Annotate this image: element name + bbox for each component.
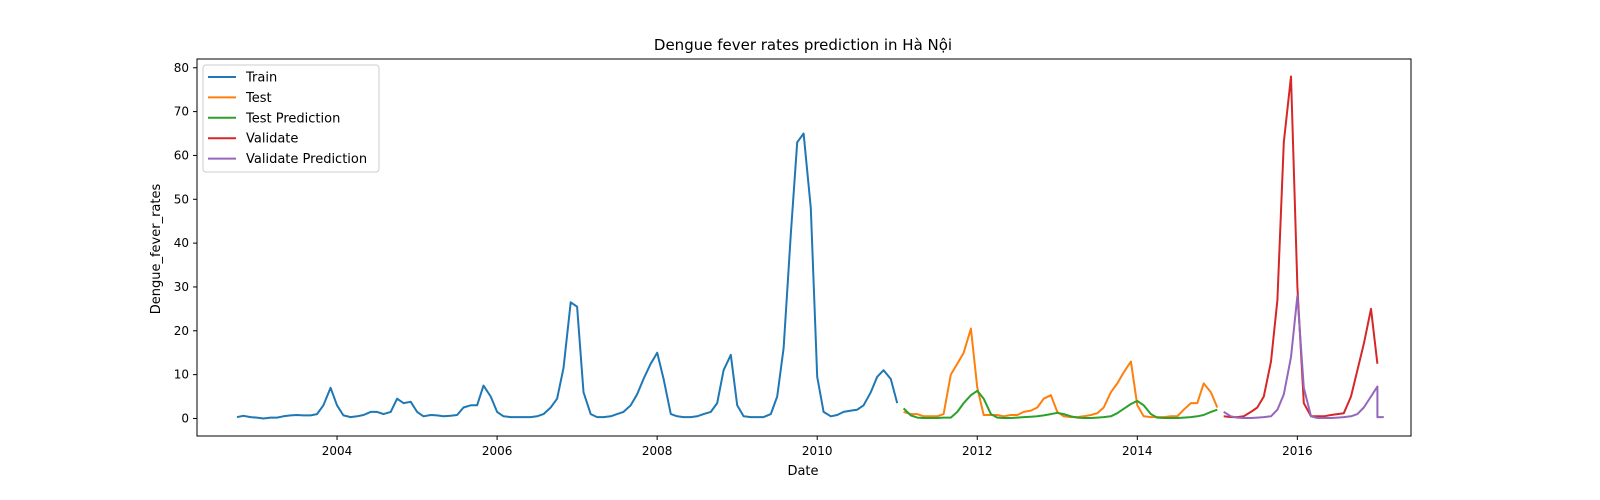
legend: Train Test Test Prediction Validate Validate…: [202, 64, 380, 173]
y-axis-title: Dengue_fever_rates: [149, 184, 164, 315]
chart-title: Dengue fever rates prediction in Hà Nội: [654, 36, 952, 54]
y-tick-label: 0: [181, 411, 189, 425]
series-line-0: [236, 132, 899, 420]
series-line-1: [903, 327, 1219, 419]
x-tick-label: 2014: [1122, 444, 1153, 458]
x-tick-label: 2008: [642, 444, 673, 458]
ticks-layer: 2004 2006 2008 2010 2012 2014 2016 0 10 20 30 40 50 6…: [174, 61, 1313, 458]
plot-frame: [196, 58, 1412, 437]
legend-box: [202, 64, 380, 173]
series-line-2: [902, 389, 1218, 419]
x-tick-label: 2016: [1282, 444, 1313, 458]
y-tick-label: 70: [174, 105, 189, 119]
y-tick-label: 50: [174, 192, 189, 206]
y-tick-label: 20: [174, 324, 189, 338]
x-tick-label: 2004: [322, 444, 353, 458]
legend-label-4: Validate Prediction: [246, 152, 367, 167]
x-tick-label: 2006: [482, 444, 513, 458]
legend-label-2: Test Prediction: [245, 111, 340, 126]
y-tick-label: 30: [174, 280, 189, 294]
legend-label-1: Test: [245, 91, 272, 106]
y-tick-label: 40: [174, 236, 189, 250]
x-axis-title: Date: [787, 464, 818, 479]
series-line-4: [1223, 294, 1384, 419]
series-layer: [236, 75, 1384, 420]
y-tick-label: 10: [174, 368, 189, 382]
x-tick-label: 2010: [802, 444, 833, 458]
series-line-3: [1223, 75, 1379, 419]
y-tick-label: 80: [174, 61, 189, 75]
y-tick-label: 60: [174, 148, 189, 162]
legend-label-0: Train: [245, 71, 277, 86]
x-tick-label: 2012: [962, 444, 993, 458]
legend-label-3: Validate: [246, 132, 298, 147]
